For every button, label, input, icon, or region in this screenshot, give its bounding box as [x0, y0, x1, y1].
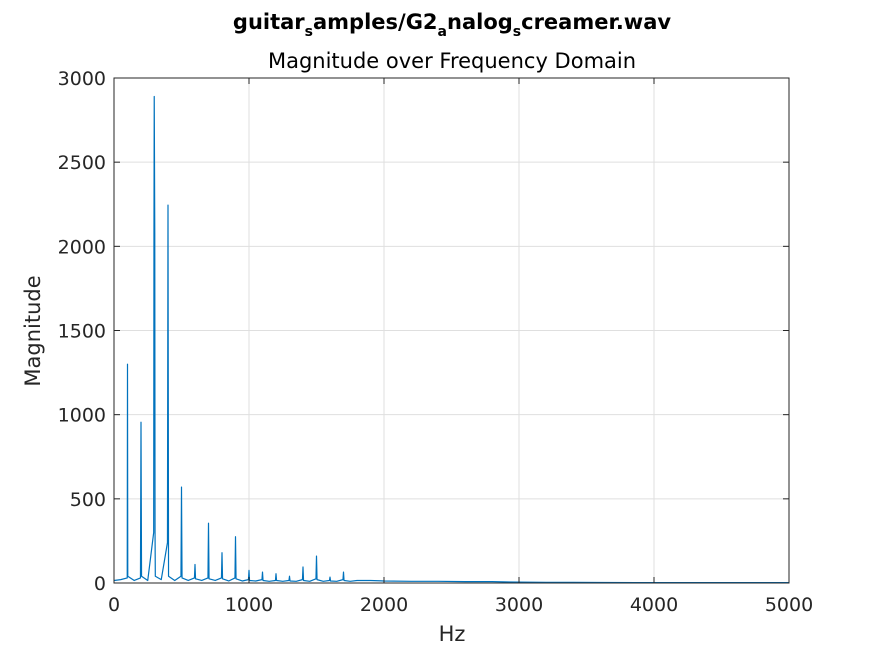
y-ticks: 0 500 1000 1500 2000 2500 3000: [58, 68, 789, 595]
x-tick-label: 5000: [765, 594, 813, 616]
title-fragment: nalog: [447, 10, 513, 34]
x-tick-label: 2000: [360, 594, 408, 616]
x-tick-label: 1000: [225, 594, 273, 616]
title-fragment: amples/G2: [313, 10, 438, 34]
y-tick-label: 2000: [58, 236, 106, 258]
title-fragment: creamer.wav: [521, 10, 671, 34]
x-tick-label: 0: [108, 594, 120, 616]
y-tick-label: 1000: [58, 405, 106, 427]
series-layer: [113, 95, 789, 584]
title-fragment: guitar: [233, 10, 305, 34]
x-tick-label: 3000: [495, 594, 543, 616]
grid-lines: [114, 78, 789, 583]
y-tick-label: 500: [70, 489, 106, 511]
title-fragment: s: [305, 24, 313, 40]
y-tick-label: 2500: [58, 152, 106, 174]
title-fragment: s: [513, 24, 521, 40]
x-ticks: 0 1000 2000 3000 4000 5000: [108, 78, 813, 616]
y-tick-label: 3000: [58, 68, 106, 90]
y-tick-label: 0: [94, 573, 106, 595]
y-tick-label: 1500: [58, 321, 106, 343]
spectrum-line: [113, 95, 789, 584]
title-fragment: a: [438, 24, 447, 40]
y-axis-label: Magnitude: [21, 275, 45, 386]
x-tick-label: 4000: [630, 594, 678, 616]
x-axis-label: Hz: [439, 622, 466, 646]
chart-subtitle: Magnitude over Frequency Domain: [268, 49, 636, 73]
chart-title: guitarsamples/G2analogscreamer.wav: [233, 10, 671, 40]
